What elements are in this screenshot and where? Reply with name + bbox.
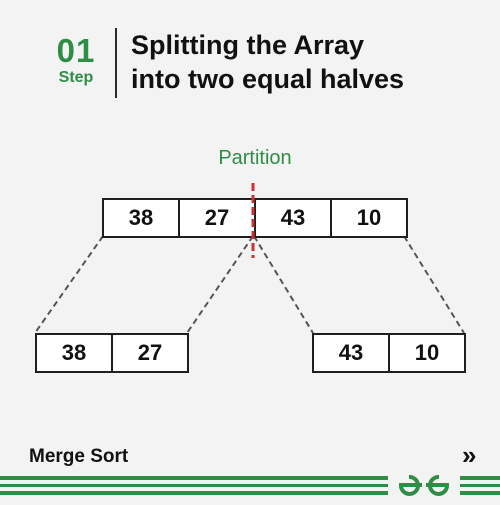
array-right-half: 43 10 xyxy=(312,333,466,373)
array-cell: 10 xyxy=(330,198,408,238)
double-chevron-right-icon[interactable]: » xyxy=(462,440,477,470)
footer-stripe xyxy=(0,491,500,495)
title-line-1: Splitting the Array xyxy=(131,30,365,60)
connector-line-right-inner xyxy=(253,235,314,334)
footer-stripe xyxy=(0,484,500,487)
partition-label: Partition xyxy=(218,147,292,169)
array-cell: 38 xyxy=(35,333,113,373)
array-cell: 38 xyxy=(102,198,180,238)
footer-stripe xyxy=(0,476,500,480)
connector-line-right-outer xyxy=(403,235,465,334)
step-label: Step xyxy=(58,69,94,86)
step-divider xyxy=(115,28,117,98)
array-cell: 43 xyxy=(254,198,332,238)
array-main: 38 27 43 10 xyxy=(102,198,408,238)
array-cell: 27 xyxy=(178,198,256,238)
gfg-logo xyxy=(388,469,460,500)
array-cell: 10 xyxy=(388,333,466,373)
title-line-2: into two equal halves xyxy=(131,64,405,94)
array-cell: 27 xyxy=(111,333,189,373)
step-number: 01 xyxy=(56,32,96,69)
array-left-half: 38 27 xyxy=(35,333,189,373)
footer-label: Merge Sort xyxy=(29,446,129,467)
array-cell: 43 xyxy=(312,333,390,373)
gfg-logo-icon xyxy=(399,475,449,496)
